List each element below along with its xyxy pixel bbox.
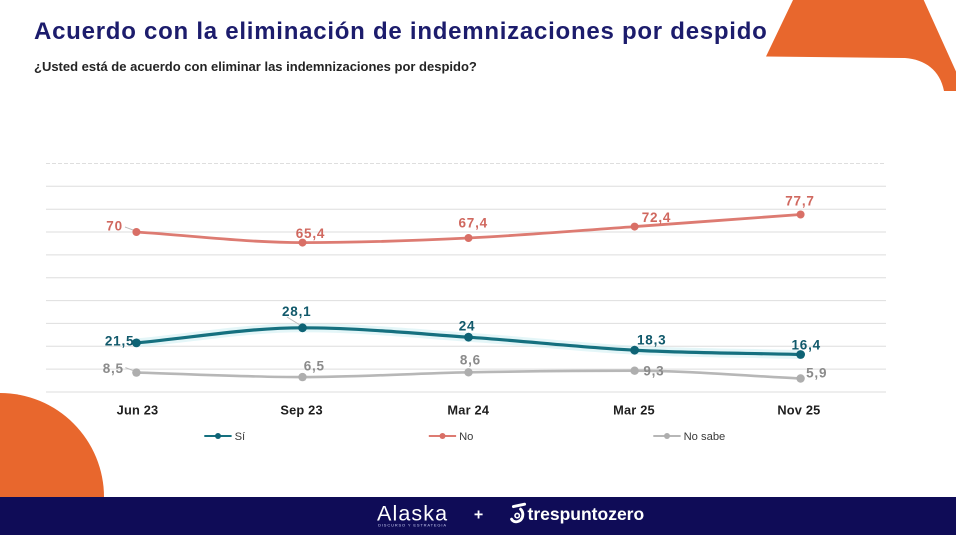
- svg-text:16,4: 16,4: [791, 337, 820, 352]
- svg-text:Mar 25: Mar 25: [613, 403, 655, 418]
- svg-text:21,5: 21,5: [105, 333, 134, 348]
- svg-text:Sí: Sí: [235, 431, 246, 443]
- svg-text:8,5: 8,5: [103, 361, 124, 376]
- svg-text:No: No: [459, 431, 473, 443]
- svg-text:18,3: 18,3: [637, 332, 666, 347]
- svg-text:6,5: 6,5: [304, 358, 325, 373]
- svg-text:9,3: 9,3: [643, 363, 664, 378]
- svg-text:5,9: 5,9: [806, 366, 827, 381]
- svg-text:8,6: 8,6: [460, 353, 481, 368]
- svg-text:24: 24: [459, 318, 476, 333]
- svg-text:67,4: 67,4: [458, 216, 487, 231]
- svg-text:trespuntozero: trespuntozero: [528, 504, 645, 524]
- svg-text:72,4: 72,4: [642, 210, 671, 225]
- svg-text:Nov 25: Nov 25: [777, 403, 820, 418]
- svg-text:Alaska: Alaska: [377, 502, 448, 526]
- svg-text:+: +: [474, 507, 483, 524]
- svg-text:65,4: 65,4: [296, 226, 325, 241]
- svg-text:No sabe: No sabe: [684, 431, 726, 443]
- svg-text:70: 70: [106, 219, 123, 234]
- svg-text:77,7: 77,7: [785, 194, 814, 209]
- svg-text:Mar 24: Mar 24: [447, 403, 489, 418]
- svg-text:DISCURSO Y ESTRATEGIA: DISCURSO Y ESTRATEGIA: [378, 523, 447, 528]
- svg-text:Sep 23: Sep 23: [280, 403, 322, 418]
- svg-text:28,1: 28,1: [282, 304, 311, 319]
- svg-text:Jun 23: Jun 23: [117, 403, 159, 418]
